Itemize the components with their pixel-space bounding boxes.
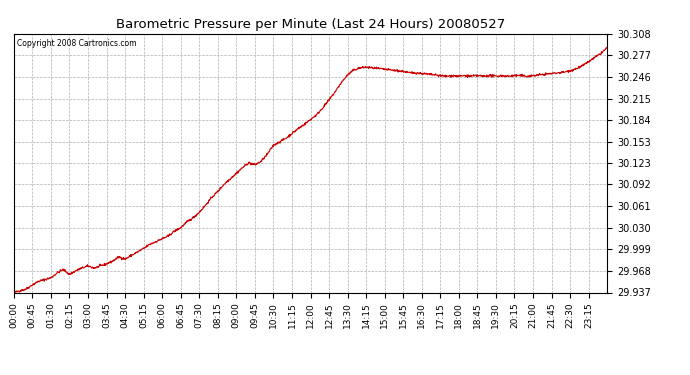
Title: Barometric Pressure per Minute (Last 24 Hours) 20080527: Barometric Pressure per Minute (Last 24 …: [116, 18, 505, 31]
Text: Copyright 2008 Cartronics.com: Copyright 2008 Cartronics.com: [17, 39, 136, 48]
